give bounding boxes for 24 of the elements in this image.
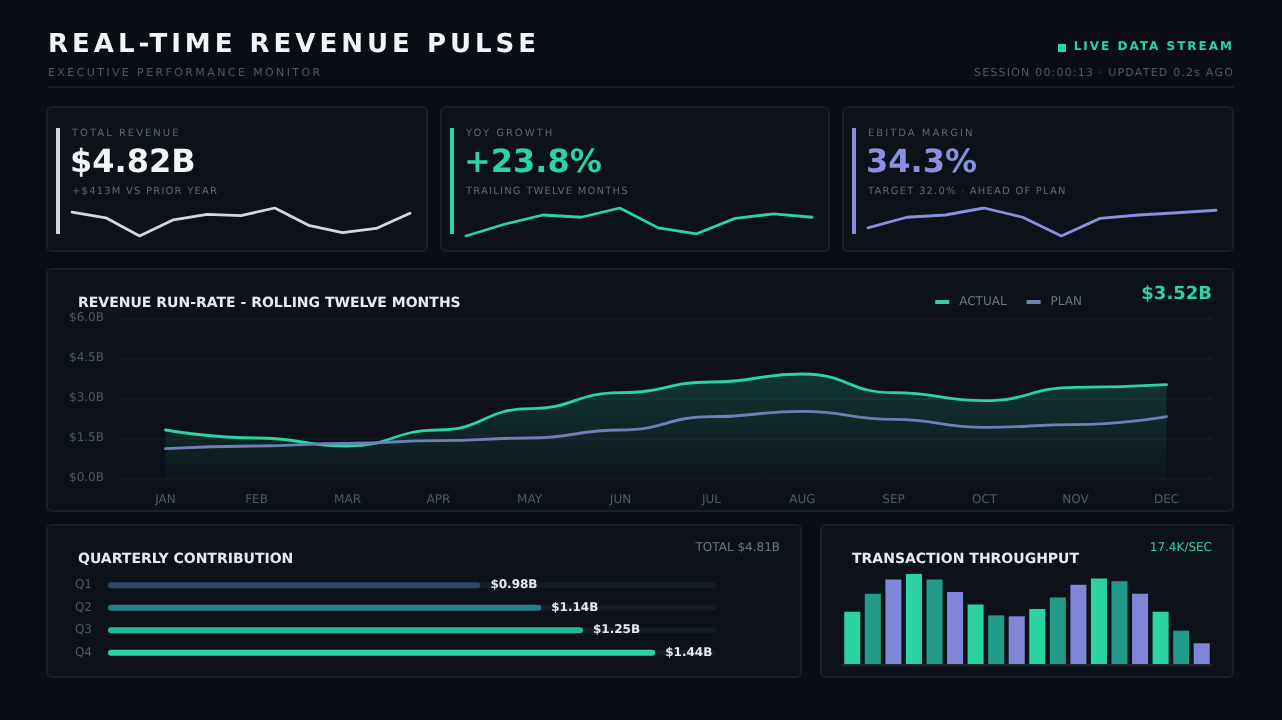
bar xyxy=(864,593,881,664)
bar xyxy=(885,579,902,664)
bar xyxy=(1049,597,1066,664)
text: +23.8% xyxy=(464,142,602,180)
bar xyxy=(947,592,964,664)
text: $3.52B xyxy=(1141,285,1213,305)
text: 34.3% xyxy=(866,142,978,180)
bar xyxy=(1132,593,1149,664)
bar xyxy=(1090,578,1107,664)
bar xyxy=(1008,616,1025,664)
bar xyxy=(905,574,922,664)
text: REAL-TIME REVENUE PULSE xyxy=(48,30,541,60)
bar xyxy=(926,579,943,664)
bar xyxy=(967,604,984,664)
bar xyxy=(1111,581,1128,664)
bar xyxy=(988,615,1005,664)
bar xyxy=(1173,630,1190,664)
bar xyxy=(1029,609,1046,664)
bar xyxy=(1193,643,1210,664)
line-series xyxy=(164,409,1168,451)
text: $4.82B xyxy=(70,142,196,180)
bar xyxy=(844,611,861,664)
bar xyxy=(1152,611,1169,664)
bar xyxy=(1070,584,1087,664)
